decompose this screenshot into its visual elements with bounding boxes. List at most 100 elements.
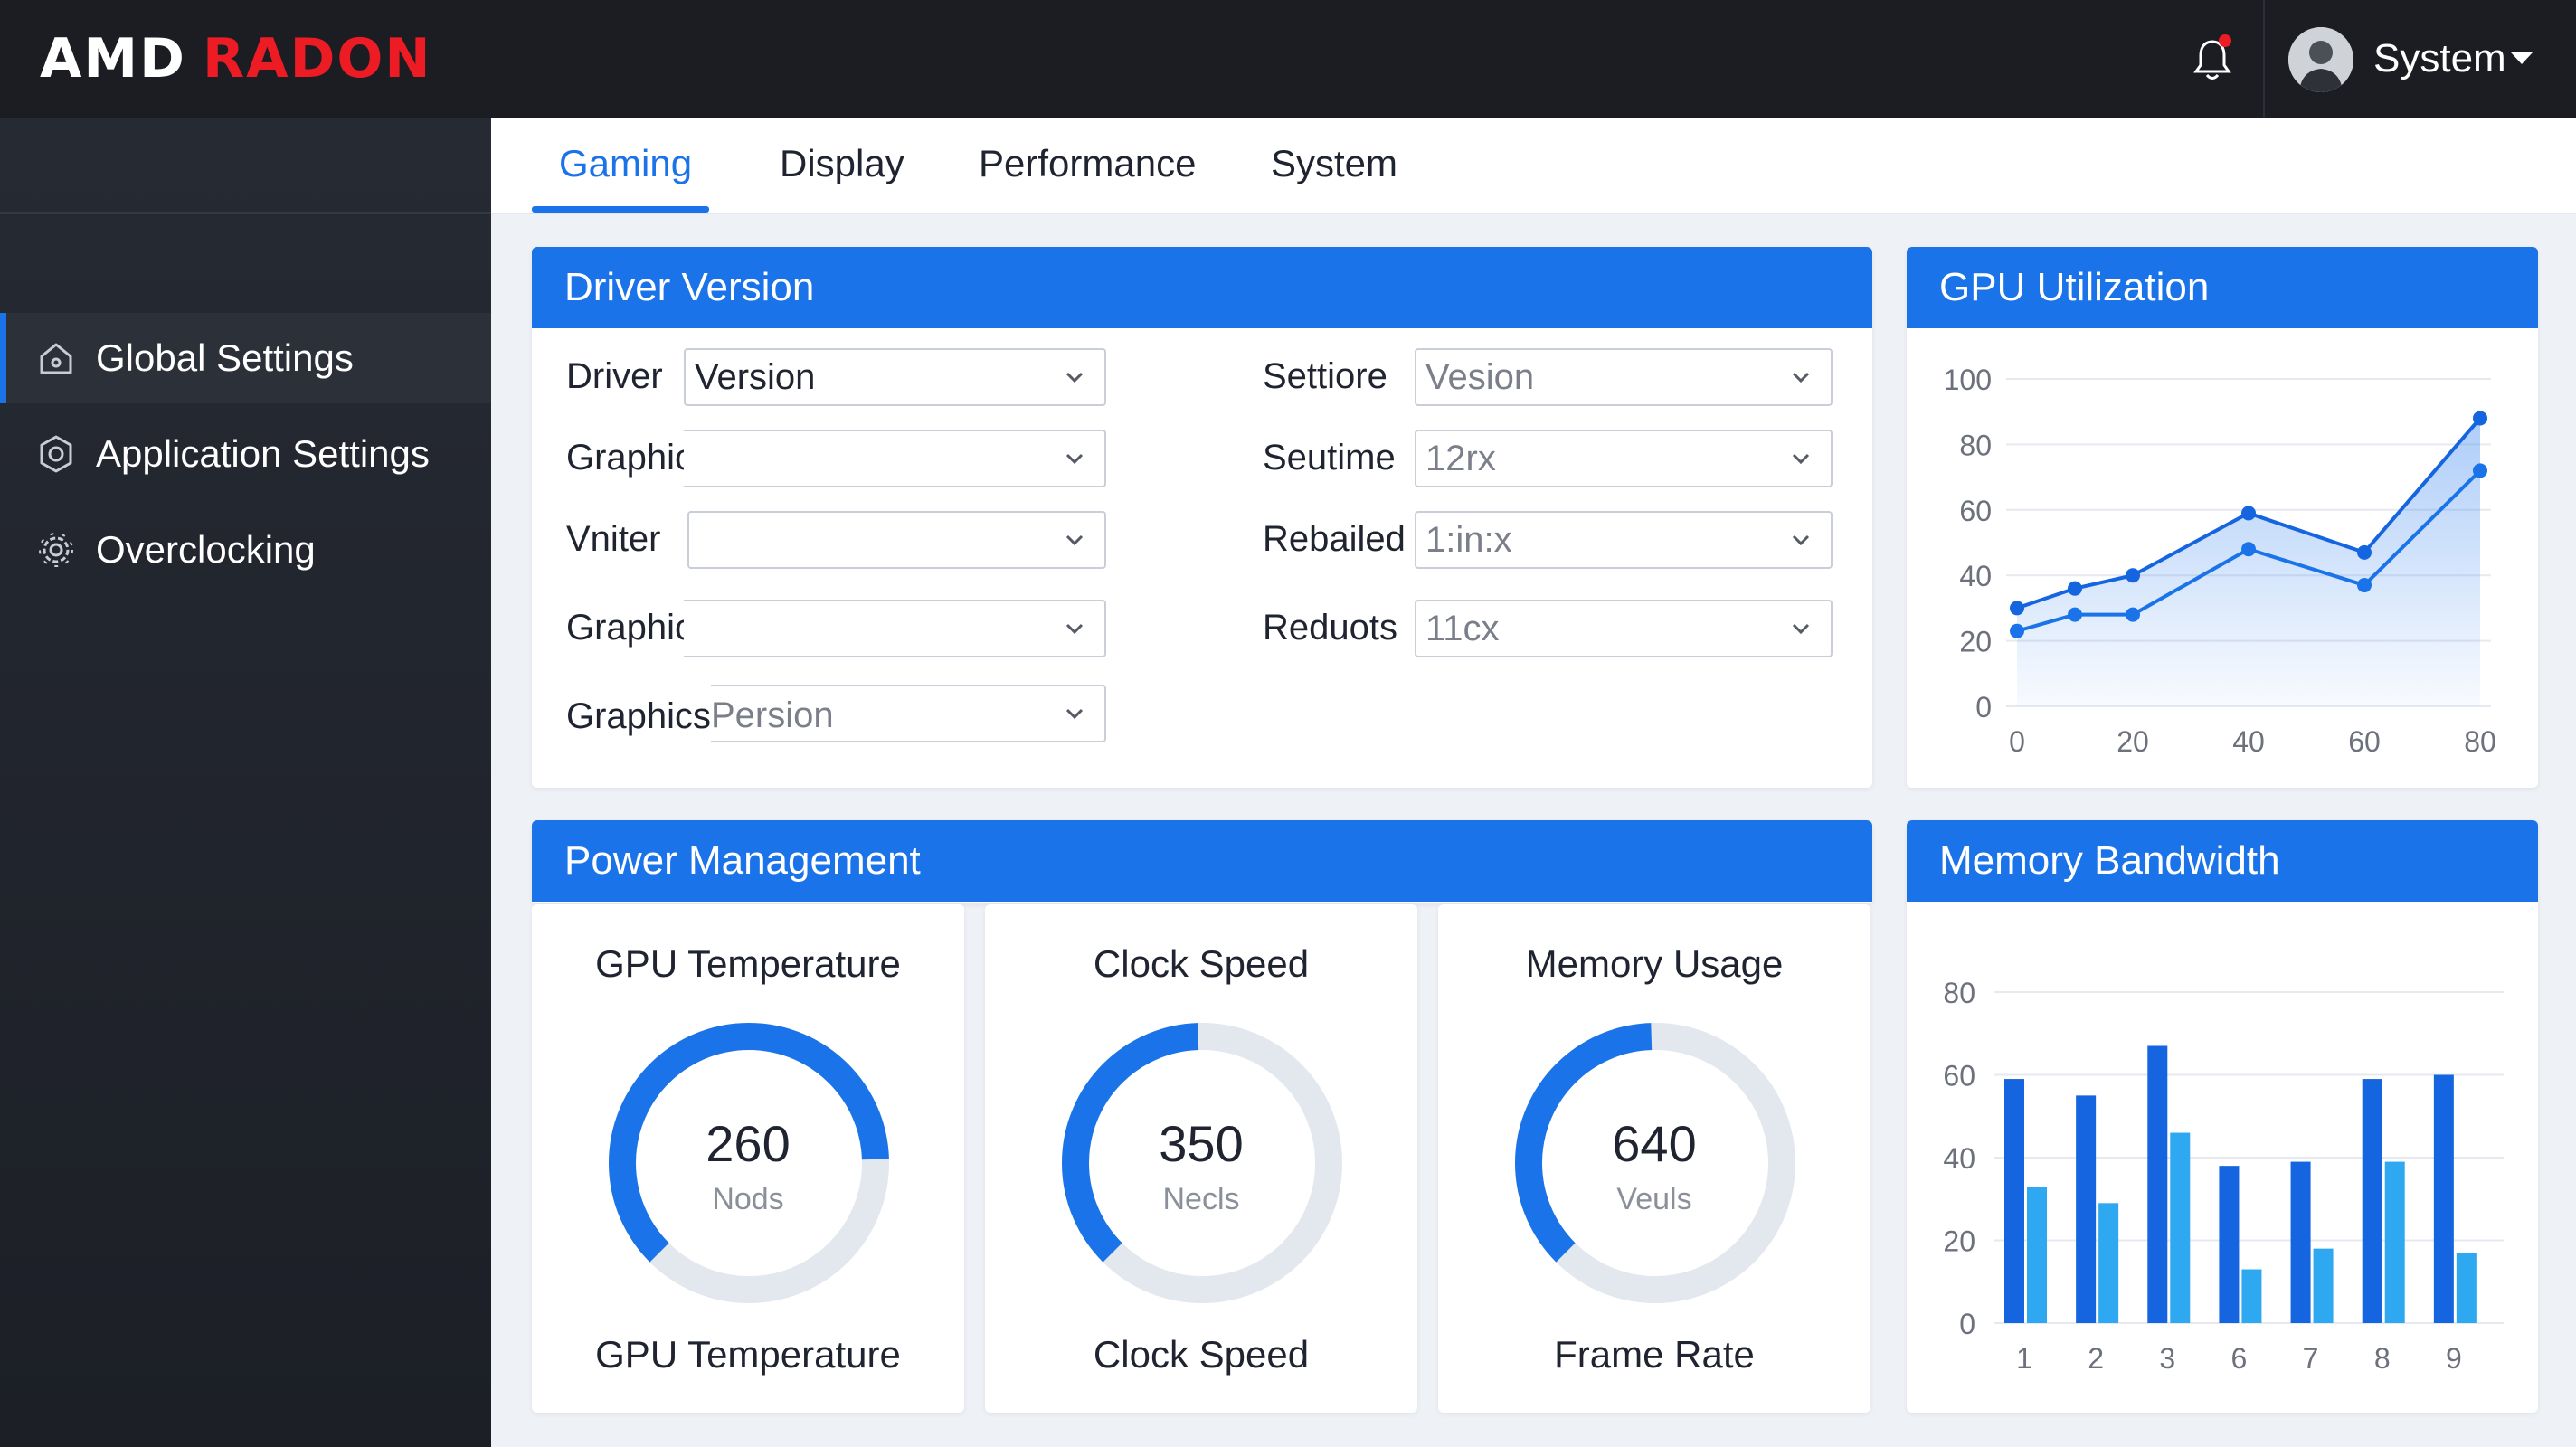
bar [2457, 1253, 2477, 1323]
x-tick-label: 80 [2464, 725, 2496, 758]
seutime-select[interactable]: 12rx [1415, 430, 1833, 487]
memory-bandwidth-chart: 0 20 40 60 80 1 2 3 6 7 8 9 [1907, 820, 2538, 1413]
field-label: Seutime [1263, 435, 1396, 480]
field-label: Reduots [1263, 605, 1397, 650]
x-tick-label: 60 [2348, 725, 2381, 758]
sidebar-divider [0, 212, 491, 214]
x-tick-label: 9 [2446, 1342, 2462, 1375]
tab-display[interactable]: Display [780, 139, 904, 188]
tab-system[interactable]: System [1271, 139, 1397, 188]
sidebar-item-application-settings[interactable]: Application Settings [0, 409, 491, 499]
gauge-value: 350 [985, 1114, 1417, 1174]
gpu-utilization-card: GPU Utilization 0 20 40 60 80 100 0 20 40 60 80 [1907, 247, 2538, 788]
chevron-down-icon [1065, 533, 1084, 547]
brand-logo: AMD RADON [40, 27, 432, 90]
avatar-person-icon [2288, 27, 2353, 92]
y-tick-label: 40 [1943, 1142, 1975, 1175]
gauge-unit: Veuls [1438, 1179, 1870, 1219]
y-tick-label: 80 [1943, 977, 1975, 1009]
graphics-profile-select-2[interactable] [684, 600, 1106, 657]
y-tick-label: 0 [1975, 691, 1992, 724]
avatar[interactable] [2288, 27, 2353, 92]
field-label: Driver [566, 354, 663, 399]
select-value: Vesion [1425, 354, 1534, 401]
y-tick-label: 40 [1959, 560, 1992, 592]
data-point [2126, 608, 2140, 622]
gauge-title: GPU Temperature [532, 941, 964, 988]
x-tick-label: 40 [2232, 725, 2265, 758]
vniter-select[interactable] [687, 511, 1106, 569]
gauge-value: 640 [1438, 1114, 1870, 1174]
graphics-persion-select[interactable]: Persion [711, 685, 1106, 742]
sidebar-item-overclocking[interactable]: Overclocking [0, 505, 491, 595]
gauge-title: Clock Speed [985, 941, 1417, 988]
card-title: Driver Version [564, 263, 814, 312]
field-label: Rebailed [1263, 516, 1406, 562]
tab-performance[interactable]: Performance [979, 139, 1196, 188]
bar [2098, 1203, 2118, 1323]
chevron-down-icon [1791, 621, 1811, 636]
chevron-down-icon [1791, 533, 1811, 547]
gauge-value: 260 [532, 1114, 964, 1174]
x-tick-label: 20 [2117, 725, 2149, 758]
tab-bar: Gaming Display Performance System [491, 118, 2576, 214]
chevron-down-icon [1065, 451, 1084, 466]
y-tick-label: 80 [1959, 429, 1992, 461]
gear-icon [34, 528, 78, 572]
bar [2434, 1075, 2454, 1324]
card-header: Power Management [532, 820, 1872, 902]
reduots-select[interactable]: 11cx [1415, 600, 1833, 657]
graphics-profile-select[interactable] [684, 430, 1106, 487]
field-label: Graphics [566, 694, 711, 739]
sidebar-item-label: Global Settings [96, 335, 354, 382]
bar [2291, 1162, 2311, 1323]
bar [2363, 1079, 2382, 1323]
x-tick-label: 8 [2374, 1342, 2391, 1375]
select-value: 11cx [1425, 605, 1500, 652]
chevron-down-icon[interactable] [2511, 52, 2533, 64]
sidebar-item-global-settings[interactable]: Global Settings [0, 313, 491, 403]
bar [2147, 1045, 2167, 1323]
gauge-panel-memory-usage: Memory Usage 640 Veuls Frame Rate [1438, 904, 1870, 1413]
select-value: 1:in:x [1425, 516, 1512, 563]
hexagon-gear-icon [34, 432, 78, 476]
y-tick-label: 60 [1943, 1060, 1975, 1092]
brand-radon: RADON [203, 27, 432, 90]
gpu-utilization-chart: 0 20 40 60 80 100 0 20 40 60 80 [1907, 247, 2538, 788]
home-icon [34, 336, 78, 380]
gauge-unit: Nods [532, 1179, 964, 1219]
x-tick-label: 2 [2088, 1342, 2104, 1375]
topbar-divider [2263, 0, 2265, 118]
bar [2314, 1249, 2334, 1323]
y-tick-label: 0 [1959, 1308, 1975, 1340]
driver-select[interactable]: Version [684, 348, 1106, 406]
data-point [2068, 582, 2082, 596]
y-tick-label: 20 [1959, 626, 1992, 658]
tab-gaming[interactable]: Gaming [559, 139, 692, 188]
x-tick-label: 3 [2159, 1342, 2175, 1375]
card-title: Power Management [564, 837, 921, 885]
x-tick-label: 7 [2303, 1342, 2319, 1375]
power-management-card: Power Management [532, 820, 1872, 903]
select-value: 12rx [1425, 435, 1496, 482]
area-fill [2017, 418, 2480, 706]
y-tick-label: 60 [1959, 495, 1992, 527]
chevron-down-icon [1791, 370, 1811, 384]
y-tick-label: 100 [1944, 364, 1992, 396]
data-point [2010, 601, 2024, 615]
memory-bandwidth-card: Memory Bandwidth 0 20 40 60 80 1 2 3 6 7 8 9 [1907, 820, 2538, 1413]
x-tick-label: 0 [2009, 725, 2025, 758]
bar [2076, 1095, 2096, 1323]
bar [2027, 1187, 2047, 1323]
data-point [2068, 608, 2082, 622]
active-tab-indicator [532, 206, 709, 213]
gauge-panel-gpu-temperature: GPU Temperature 260 Nods GPU Temperature [532, 904, 964, 1413]
settiore-select[interactable]: Vesion [1415, 348, 1833, 406]
gauge-footer: Frame Rate [1438, 1331, 1870, 1378]
data-point [2473, 463, 2487, 478]
user-name[interactable]: System [2373, 34, 2506, 83]
field-label: Settiore [1263, 354, 1387, 399]
data-point [2357, 545, 2372, 560]
rebailed-select[interactable]: 1:in:x [1415, 511, 1833, 569]
gauge-unit: Necls [985, 1179, 1417, 1219]
